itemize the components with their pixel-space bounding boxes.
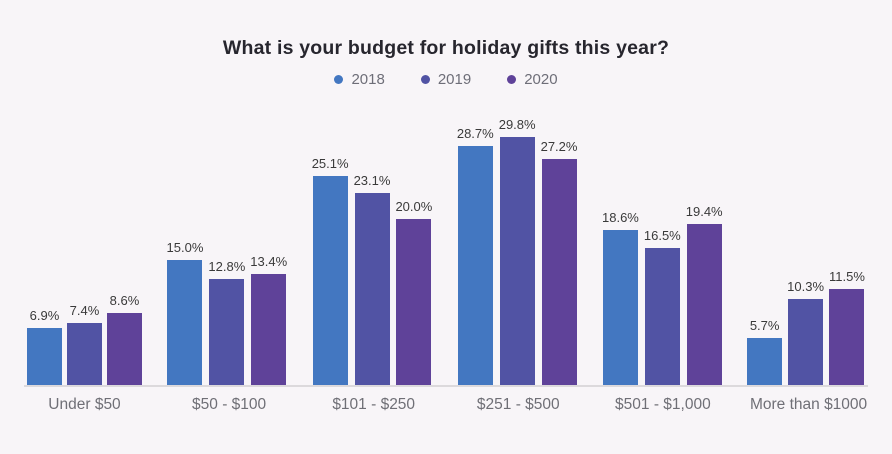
bar-cell: 11.5% [829,269,865,385]
bar-cell: 27.2% [540,139,578,385]
bar-cell: 18.6% [602,210,639,385]
bar-cell: 5.7% [747,318,783,385]
categories-row: Under $50 $50 - $100 $101 - $250 $251 - $50… [25,396,867,414]
category-label: $101 - $250 [332,396,416,413]
bar-value-label: 27.2% [540,139,578,154]
bar-2019 [644,248,680,385]
bar-value-label: 11.5% [829,269,865,284]
bar-group: 15.0% 12.8% 13.4% [166,240,287,385]
legend-item-2018: 2018 [334,71,385,88]
category-label: $50 - $100 [192,396,267,413]
bar-value-label: 15.0% [166,240,204,255]
bar-2020 [541,159,577,385]
legend-dot-2020 [507,75,517,84]
bar-value-label: 5.7% [749,318,780,333]
category-label: Under $50 [48,396,121,413]
bar-value-label: 8.6% [109,293,140,308]
bar-group: 25.1% 23.1% 20.0% [312,156,432,385]
legend-label-2019: 2019 [437,71,472,88]
bar-value-label: 29.8% [498,117,536,132]
bar-2018 [747,338,783,385]
legend-dot-2018 [334,75,344,84]
bar-2020 [107,313,142,385]
legend-item-2019: 2019 [420,71,472,88]
bar-2019 [67,323,102,385]
bar-2020 [829,289,865,385]
legend-label-2018: 2018 [351,71,385,88]
bar-cell: 25.1% [312,156,349,385]
bar-value-label: 25.1% [311,156,349,171]
bar-value-label: 18.6% [602,210,639,225]
bar-cell: 16.5% [644,228,681,385]
bar-cell: 7.4% [67,303,102,385]
bar-2020 [396,219,432,385]
chart-title: What is your budget for holiday gifts th… [222,37,670,59]
bar-cell: 10.3% [787,279,824,385]
bar-group: 6.9% 7.4% 8.6% [27,293,142,385]
bar-cell: 15.0% [166,240,204,385]
bar-2019 [209,279,245,385]
bar-cell: 8.6% [107,293,142,385]
bar-value-label: 12.8% [208,259,246,274]
bar-value-label: 28.7% [456,126,494,141]
bar-2020 [686,224,722,385]
bar-value-label: 7.4% [69,303,100,318]
bar-value-label: 20.0% [395,199,433,214]
bar-2019 [354,193,390,385]
legend-label-2020: 2020 [524,71,558,88]
bar-cell: 19.4% [686,204,723,385]
bar-2018 [457,146,493,385]
bar-value-label: 16.5% [643,228,681,243]
bar-cell: 20.0% [395,199,432,385]
bar-2019 [788,299,824,385]
plot-area: 6.9% 7.4% 8.6% 15.0% 12.8% 13.4% 25.1% 23.1% 20.… [25,104,867,385]
bar-value-label: 19.4% [685,204,723,219]
bar-cell: 13.4% [250,254,287,385]
bar-2019 [499,137,535,385]
bar-cell: 28.7% [457,126,494,385]
bar-value-label: 10.3% [787,279,825,294]
bar-group: 5.7% 10.3% 11.5% [747,269,865,385]
legend: 2018 2019 2020 [0,71,892,88]
bar-2018 [27,328,62,385]
category-label: $501 - $1,000 [615,396,711,413]
bar-cell: 23.1% [353,173,391,385]
bar-cell: 29.8% [499,117,536,385]
bar-cell: 6.9% [27,308,62,385]
bar-value-label: 23.1% [353,173,391,188]
bar-2018 [602,230,638,385]
bar-2018 [312,176,348,385]
bar-value-label: 13.4% [250,254,288,269]
category-label: $251 - $500 [476,396,560,413]
bar-value-label: 6.9% [29,308,60,323]
bar-group: 18.6% 16.5% 19.4% [602,204,723,385]
bar-2020 [251,274,287,385]
bar-group: 28.7% 29.8% 27.2% [457,117,578,385]
category-label: More than $1000 [749,396,868,413]
legend-dot-2019 [420,75,430,84]
legend-item-2020: 2020 [507,71,558,88]
x-axis-line [24,385,868,387]
bar-cell: 12.8% [208,259,245,385]
bar-2018 [167,260,203,385]
